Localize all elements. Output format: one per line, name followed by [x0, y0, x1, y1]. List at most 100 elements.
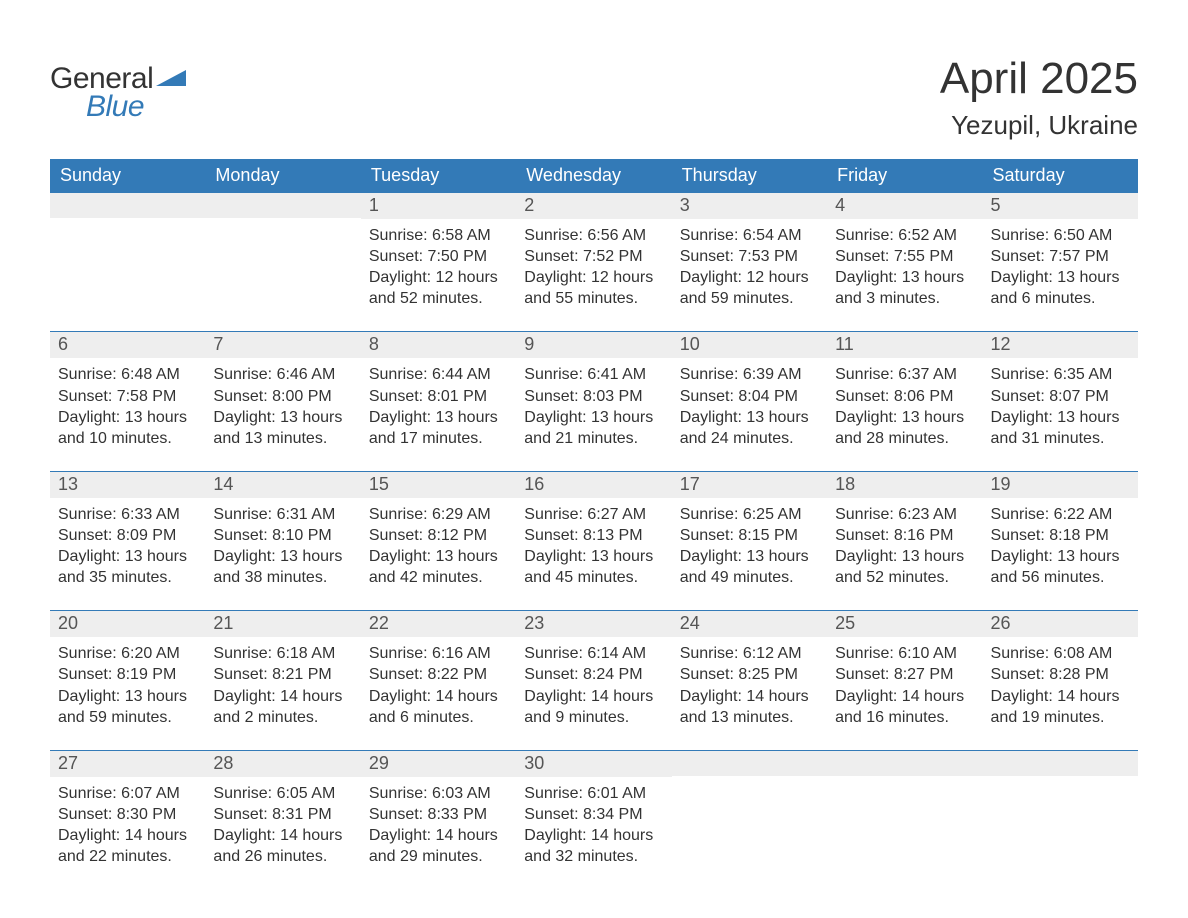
daylight-line-2: and 52 minutes. [835, 567, 974, 588]
daylight-line-1: Daylight: 13 hours [369, 407, 508, 428]
day-cell: 23Sunrise: 6:14 AMSunset: 8:24 PMDayligh… [516, 611, 671, 731]
day-cell: 8Sunrise: 6:44 AMSunset: 8:01 PMDaylight… [361, 332, 516, 452]
sunset-line: Sunset: 8:15 PM [680, 525, 819, 546]
day-body: Sunrise: 6:12 AMSunset: 8:25 PMDaylight:… [672, 637, 827, 731]
day-cell: 5Sunrise: 6:50 AMSunset: 7:57 PMDaylight… [983, 193, 1138, 313]
daylight-line-1: Daylight: 12 hours [524, 267, 663, 288]
sunset-line: Sunset: 8:27 PM [835, 664, 974, 685]
day-number: 2 [516, 193, 671, 219]
daylight-line-1: Daylight: 13 hours [835, 546, 974, 567]
sunrise-line: Sunrise: 6:37 AM [835, 364, 974, 385]
day-number [983, 751, 1138, 776]
top-bar: General Blue April 2025 Yezupil, Ukraine [50, 54, 1138, 141]
sunset-line: Sunset: 8:30 PM [58, 804, 197, 825]
sunset-line: Sunset: 8:00 PM [213, 386, 352, 407]
daylight-line-1: Daylight: 14 hours [991, 686, 1130, 707]
daylight-line-2: and 13 minutes. [680, 707, 819, 728]
daylight-line-1: Daylight: 13 hours [524, 407, 663, 428]
day-cell: 17Sunrise: 6:25 AMSunset: 8:15 PMDayligh… [672, 472, 827, 592]
calendar: Sunday Monday Tuesday Wednesday Thursday… [50, 159, 1138, 871]
day-number: 6 [50, 332, 205, 358]
sunrise-line: Sunrise: 6:05 AM [213, 783, 352, 804]
day-body: Sunrise: 6:10 AMSunset: 8:27 PMDaylight:… [827, 637, 982, 731]
daylight-line-1: Daylight: 12 hours [680, 267, 819, 288]
sunset-line: Sunset: 8:13 PM [524, 525, 663, 546]
sunrise-line: Sunrise: 6:10 AM [835, 643, 974, 664]
sunrise-line: Sunrise: 6:27 AM [524, 504, 663, 525]
daylight-line-2: and 59 minutes. [680, 288, 819, 309]
week-row: 1Sunrise: 6:58 AMSunset: 7:50 PMDaylight… [50, 193, 1138, 313]
day-cell: 7Sunrise: 6:46 AMSunset: 8:00 PMDaylight… [205, 332, 360, 452]
daylight-line-1: Daylight: 14 hours [58, 825, 197, 846]
sunset-line: Sunset: 8:03 PM [524, 386, 663, 407]
daylight-line-2: and 56 minutes. [991, 567, 1130, 588]
day-body: Sunrise: 6:44 AMSunset: 8:01 PMDaylight:… [361, 358, 516, 452]
daylight-line-1: Daylight: 13 hours [369, 546, 508, 567]
page: General Blue April 2025 Yezupil, Ukraine… [0, 0, 1188, 901]
day-number: 25 [827, 611, 982, 637]
sunset-line: Sunset: 8:12 PM [369, 525, 508, 546]
day-cell [50, 193, 205, 313]
day-cell: 9Sunrise: 6:41 AMSunset: 8:03 PMDaylight… [516, 332, 671, 452]
week-row: 20 Sunrise: 6:20 AMSunset: 8:19 PM Dayligh… [50, 610, 1138, 731]
weekday-header: Saturday [983, 159, 1138, 193]
day-body: Sunrise: 6:33 AMSunset: 8:09 PMDaylight:… [50, 498, 205, 592]
daylight-line-1: Daylight: 13 hours [524, 546, 663, 567]
day-body: Sunrise: 6:01 AMSunset: 8:34 PMDaylight:… [516, 777, 671, 871]
day-cell: 1Sunrise: 6:58 AMSunset: 7:50 PMDaylight… [361, 193, 516, 313]
daylight-line-2: and 42 minutes. [369, 567, 508, 588]
day-body: Sunrise: 6:58 AMSunset: 7:50 PMDaylight:… [361, 219, 516, 313]
day-body: Sunrise: 6:05 AMSunset: 8:31 PMDaylight:… [205, 777, 360, 871]
day-body: Sunrise: 6:39 AMSunset: 8:04 PMDaylight:… [672, 358, 827, 452]
sunset-line: Sunset: 7:53 PM [680, 246, 819, 267]
sunrise-line: Sunrise: 6:14 AM [524, 643, 663, 664]
sunset-line: Sunset: 8:24 PM [524, 664, 663, 685]
day-cell: 12Sunrise: 6:35 AMSunset: 8:07 PMDayligh… [983, 332, 1138, 452]
day-body: Sunrise: 6:37 AMSunset: 8:06 PMDaylight:… [827, 358, 982, 452]
daylight-line-1: Daylight: 13 hours [213, 546, 352, 567]
daylight-line-1: Daylight: 14 hours [213, 686, 352, 707]
day-number: 1 [361, 193, 516, 219]
day-cell: 30Sunrise: 6:01 AMSunset: 8:34 PMDayligh… [516, 751, 671, 871]
day-number: 7 [205, 332, 360, 358]
sunset-line: Sunset: 8:19 PM [58, 664, 197, 685]
day-body: Sunrise: 6:07 AMSunset: 8:30 PMDaylight:… [50, 777, 205, 871]
sunrise-line: Sunrise: 6:20 AM [58, 643, 197, 664]
day-cell: 24Sunrise: 6:12 AMSunset: 8:25 PMDayligh… [672, 611, 827, 731]
weeks-container: 1Sunrise: 6:58 AMSunset: 7:50 PMDaylight… [50, 193, 1138, 871]
title-block: April 2025 Yezupil, Ukraine [940, 54, 1138, 141]
sunrise-line: Sunrise: 6:03 AM [369, 783, 508, 804]
daylight-line-1: Daylight: 14 hours [524, 825, 663, 846]
day-cell: 21Sunrise: 6:18 AMSunset: 8:21 PMDayligh… [205, 611, 360, 731]
day-number: 16 [516, 472, 671, 498]
day-number: 24 [672, 611, 827, 637]
daylight-line-2: and 2 minutes. [213, 707, 352, 728]
day-number: 4 [827, 193, 982, 219]
day-body: Sunrise: 6:29 AMSunset: 8:12 PMDaylight:… [361, 498, 516, 592]
day-cell [983, 751, 1138, 871]
day-body [672, 776, 827, 868]
day-cell [672, 751, 827, 871]
day-number: 19 [983, 472, 1138, 498]
sunrise-line: Sunrise: 6:07 AM [58, 783, 197, 804]
month-title: April 2025 [940, 54, 1138, 104]
day-body: Sunrise: 6:56 AMSunset: 7:52 PMDaylight:… [516, 219, 671, 313]
day-body [205, 218, 360, 310]
daylight-line-2: and 59 minutes. [58, 707, 197, 728]
day-cell: 2Sunrise: 6:56 AMSunset: 7:52 PMDaylight… [516, 193, 671, 313]
daylight-line-2: and 21 minutes. [524, 428, 663, 449]
sunset-line: Sunset: 8:31 PM [213, 804, 352, 825]
sunrise-line: Sunrise: 6:50 AM [991, 225, 1130, 246]
weekday-header: Wednesday [516, 159, 671, 193]
sunrise-line: Sunrise: 6:44 AM [369, 364, 508, 385]
sunrise-line: Sunrise: 6:31 AM [213, 504, 352, 525]
daylight-line-2: and 6 minutes. [991, 288, 1130, 309]
day-number: 20 [50, 611, 205, 637]
daylight-line-1: Daylight: 13 hours [58, 546, 197, 567]
day-number: 28 [205, 751, 360, 777]
day-number: 27 [50, 751, 205, 777]
day-cell: 28Sunrise: 6:05 AMSunset: 8:31 PMDayligh… [205, 751, 360, 871]
day-body: Sunrise: 6:27 AMSunset: 8:13 PMDaylight:… [516, 498, 671, 592]
sunrise-line: Sunrise: 6:25 AM [680, 504, 819, 525]
sunset-line: Sunset: 8:06 PM [835, 386, 974, 407]
